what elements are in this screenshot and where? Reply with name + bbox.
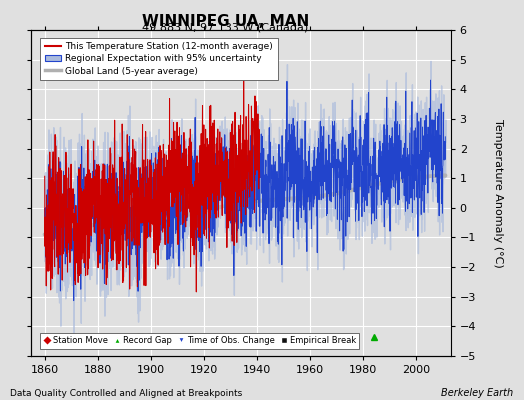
Text: Berkeley Earth: Berkeley Earth: [441, 388, 514, 398]
Text: WINNIPEG UA, MAN: WINNIPEG UA, MAN: [141, 14, 309, 29]
Y-axis label: Temperature Anomaly (°C): Temperature Anomaly (°C): [493, 119, 503, 267]
Text: Data Quality Controlled and Aligned at Breakpoints: Data Quality Controlled and Aligned at B…: [10, 389, 243, 398]
Text: 49.883 N, 97.133 W (Canada): 49.883 N, 97.133 W (Canada): [142, 22, 309, 32]
Legend: Station Move, Record Gap, Time of Obs. Change, Empirical Break: Station Move, Record Gap, Time of Obs. C…: [40, 333, 359, 348]
